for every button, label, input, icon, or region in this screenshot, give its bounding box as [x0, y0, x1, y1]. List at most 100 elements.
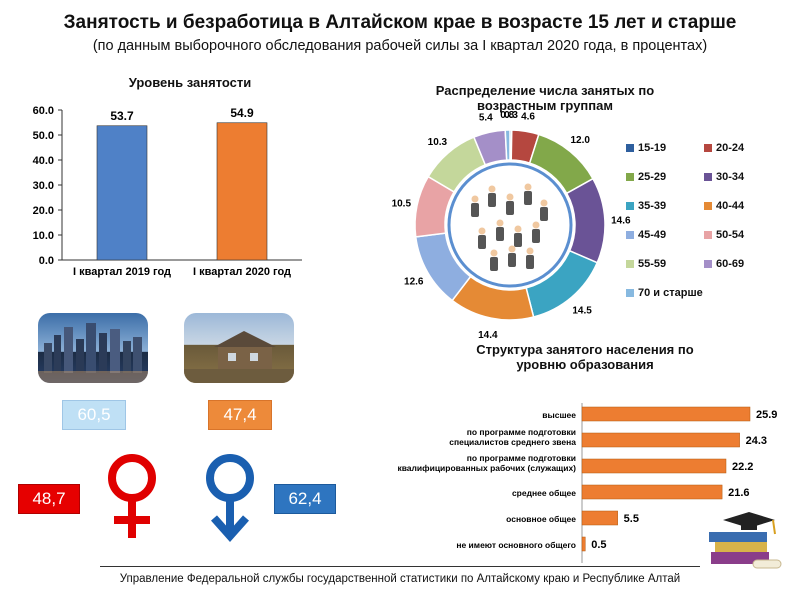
city-value-box: 60,5: [62, 400, 126, 430]
page-subtitle: (по данным выборочного обследования рабо…: [92, 38, 708, 54]
legend-swatch: [626, 144, 634, 153]
y-tick-label: 60.0: [33, 105, 54, 117]
person-head: [514, 225, 522, 233]
legend-label: 70 и старше: [638, 287, 703, 299]
bar: [581, 432, 740, 448]
bar-value-label: 54.9: [230, 106, 254, 120]
bar-value-label: 21.6: [728, 487, 749, 499]
person-body: [471, 203, 479, 217]
legend-swatch: [704, 260, 712, 269]
y-tick-label: 40.0: [33, 155, 54, 167]
slice-value-label: 10.5: [392, 198, 412, 209]
y-tick-label: 10.0: [33, 230, 54, 242]
bar-value-label: 22.2: [732, 461, 753, 473]
person-body: [532, 229, 540, 243]
legend-item: 20-24: [704, 142, 744, 154]
bar: [216, 122, 268, 261]
footer-text: Управление Федеральной службы государств…: [119, 573, 681, 585]
age-chart-title: Распределение числа занятых по возрастны…: [435, 83, 655, 113]
category-label: I квартал 2019 год: [73, 266, 171, 278]
bar: [581, 510, 618, 526]
legend-swatch: [626, 202, 634, 211]
person-head: [506, 193, 514, 201]
footer-divider: [100, 566, 700, 567]
age-legend: 15-19 20-24 25-29 30-34 35-39 40-44 45-49 50-54…: [626, 142, 796, 312]
category-label: по программе подготовки квалифицированных…: [397, 453, 576, 473]
person-head: [540, 199, 548, 207]
slice-value-label: 0.8: [500, 110, 514, 121]
slice-value-label: 0.3: [504, 110, 518, 121]
legend-item: 35-39: [626, 200, 666, 212]
legend-label: 40-44: [716, 200, 745, 212]
bar: [96, 125, 148, 261]
person-head: [490, 249, 498, 257]
slice-value-label: 4.6: [521, 111, 535, 122]
slice-value-label: 14.6: [611, 215, 631, 226]
category-label: по программе подготовки специалистов сред…: [449, 427, 576, 447]
donut-center: [447, 162, 573, 288]
person-head: [508, 245, 516, 253]
legend-item: 60-69: [704, 258, 744, 270]
category-label: не имеют основного общего: [456, 540, 576, 550]
legend-swatch: [626, 231, 634, 240]
legend-swatch: [626, 260, 634, 269]
y-tick-label: 20.0: [33, 205, 54, 217]
female-symbol: [108, 454, 156, 538]
person-body: [478, 235, 486, 249]
person-head: [496, 219, 504, 227]
person-body: [490, 257, 498, 271]
person-body: [524, 191, 532, 205]
person-body: [540, 207, 548, 221]
person-body: [496, 227, 504, 241]
legend-item: 30-34: [704, 171, 744, 183]
donut-inner-ring: [447, 162, 573, 288]
slice-value-label: 5.4: [479, 113, 493, 124]
legend-item: 50-54: [704, 229, 744, 241]
employment-chart-title: Уровень занятости: [128, 75, 252, 90]
legend-label: 55-59: [638, 258, 667, 270]
bar-value-label: 53.7: [110, 109, 134, 123]
legend-item: 55-59: [626, 258, 666, 270]
legend-swatch: [704, 173, 712, 182]
bar: [581, 484, 723, 500]
legend-label: 15-19: [638, 142, 667, 154]
bar-value-label: 0.5: [591, 539, 606, 551]
age-distribution-donut: 0.3 4.6 12.0 14.6 14.5 14.4 12.6 10.5 10.3 5.4 0.8: [392, 110, 631, 341]
legend-label: 35-39: [638, 200, 667, 212]
legend-item: 70 и старше: [626, 287, 703, 299]
page-title: Занятость и безработица в Алтайском крае…: [63, 12, 737, 33]
legend-swatch: [626, 173, 634, 182]
legend-swatch: [704, 202, 712, 211]
legend-swatch: [704, 144, 712, 153]
employment-level-chart: 0.0 10.0 20.0 30.0 40.0 50.0 60.0 53.7 I квартал…: [33, 105, 302, 278]
legend-label: 45-49: [638, 229, 667, 241]
legend-label: 20-24: [716, 142, 745, 154]
legend-item: 25-29: [626, 171, 666, 183]
slice-value-label: 14.4: [478, 330, 498, 341]
legend-label: 25-29: [638, 171, 667, 183]
category-label: среднее общее: [512, 488, 576, 498]
person-body: [526, 255, 534, 269]
slice-value-label: 14.5: [572, 305, 592, 316]
category-label: высшее: [542, 410, 576, 420]
person-body: [506, 201, 514, 215]
person-head: [532, 221, 540, 229]
bar: [581, 406, 751, 422]
slice-value-label: 12.0: [570, 135, 590, 146]
legend-label: 60-69: [716, 258, 745, 270]
y-tick-label: 0.0: [39, 255, 54, 267]
legend-swatch: [704, 231, 712, 240]
y-tick-label: 30.0: [33, 180, 54, 192]
legend-label: 30-34: [716, 171, 745, 183]
person-head: [488, 185, 496, 193]
city-photo: [38, 313, 148, 383]
bar-value-label: 5.5: [624, 513, 639, 525]
village-value-box: 47,4: [208, 400, 272, 430]
legend-item: 45-49: [626, 229, 666, 241]
graduation-books-icon: [709, 512, 782, 569]
y-tick-label: 50.0: [33, 130, 54, 142]
male-symbol: [206, 454, 254, 543]
category-label: основное общее: [506, 514, 576, 524]
legend-item: 15-19: [626, 142, 666, 154]
legend-item: 40-44: [704, 200, 744, 212]
